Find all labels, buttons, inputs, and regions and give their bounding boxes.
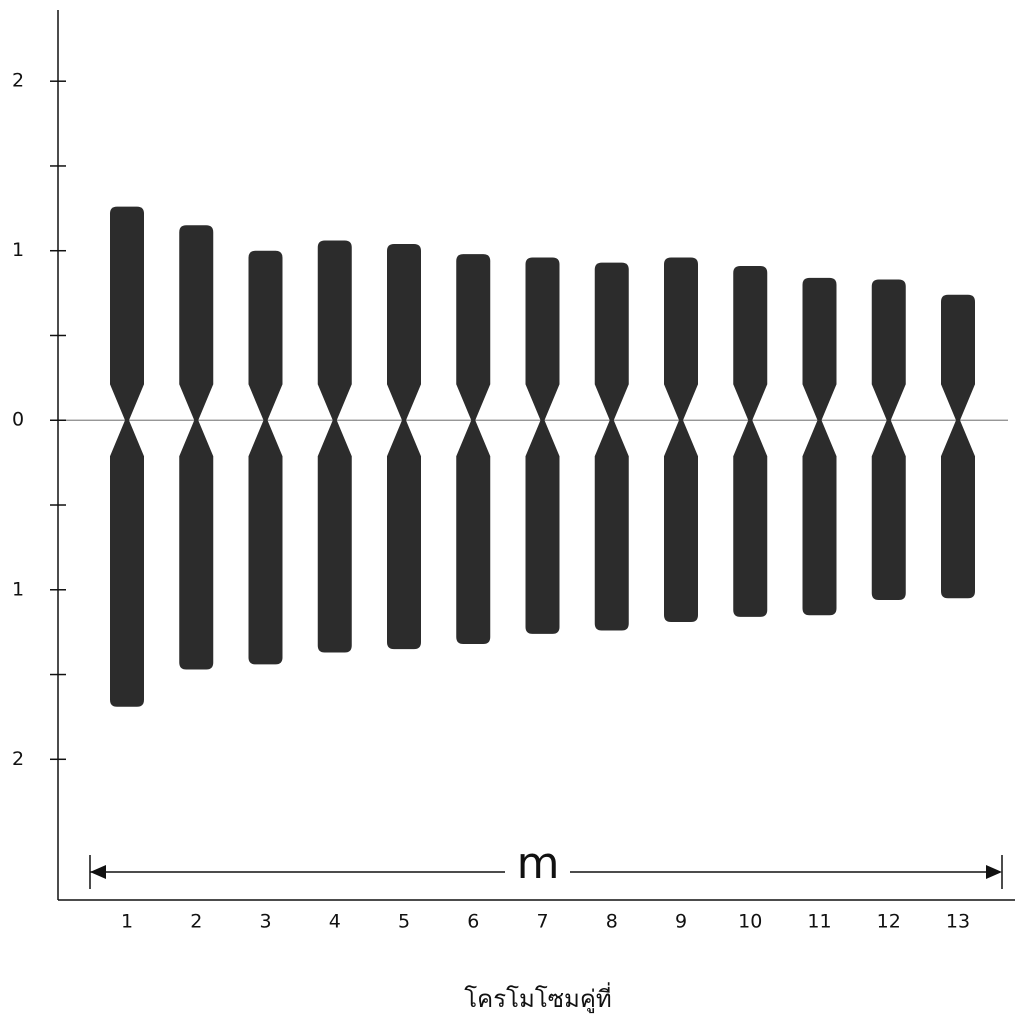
- chromosome-arm: [387, 420, 421, 649]
- chromosome-arm: [595, 420, 629, 630]
- x-tick-label: 3: [259, 911, 271, 933]
- chromosome-arm: [664, 420, 698, 622]
- x-tick-label: 5: [398, 911, 410, 933]
- chromosome-arm: [387, 244, 421, 420]
- chromosome-arm: [941, 295, 975, 420]
- chromosome-arm: [318, 241, 352, 421]
- chromosome-arm: [872, 420, 906, 600]
- chromosome-arm: [318, 420, 352, 652]
- chromosome-arm: [733, 266, 767, 420]
- arrow-head: [90, 865, 106, 879]
- x-axis-label: โครโมโซมคู่ที่: [464, 982, 611, 1014]
- chromosome-arm: [803, 278, 837, 420]
- chromosome-arm: [872, 280, 906, 421]
- arrow-head: [986, 865, 1002, 879]
- x-tick-label: 1: [121, 911, 133, 933]
- x-tick-label: 9: [675, 911, 687, 933]
- chromosome-arm: [179, 420, 213, 669]
- chromosome-arm: [526, 258, 560, 421]
- chromosome-arm: [249, 420, 283, 664]
- chromosome-arm: [664, 258, 698, 421]
- x-tick-label: 7: [536, 911, 548, 933]
- y-tick-label: 0: [12, 409, 24, 431]
- y-tick-label: 1: [12, 239, 24, 261]
- x-tick-label: 12: [877, 911, 901, 933]
- chromosome-arm: [249, 251, 283, 421]
- span-annotation: m: [517, 838, 560, 889]
- y-tick-label: 2: [12, 70, 24, 92]
- x-tick-label: 2: [190, 911, 202, 933]
- x-tick-label: 11: [807, 911, 831, 933]
- x-tick-label: 13: [946, 911, 970, 933]
- chromosome-arm: [456, 420, 490, 644]
- chromosome-arm: [733, 420, 767, 617]
- chromosome-arm: [110, 420, 144, 706]
- chart: m โครโมโซมคู่ที่ 2101212345678910111213: [0, 0, 1028, 1029]
- chromosome-arm: [595, 263, 629, 421]
- x-tick-label: 4: [329, 911, 341, 933]
- chromosome-arm: [456, 254, 490, 420]
- x-tick-label: 10: [738, 911, 762, 933]
- y-tick-label: 1: [12, 578, 24, 600]
- chromosome-arm: [803, 420, 837, 615]
- chromosome-arm: [941, 420, 975, 598]
- y-tick-label: 2: [12, 748, 24, 770]
- chromosome-arm: [179, 225, 213, 420]
- x-tick-label: 6: [467, 911, 479, 933]
- chromosome-arm: [110, 207, 144, 421]
- x-tick-label: 8: [606, 911, 618, 933]
- chromosome-arm: [526, 420, 560, 634]
